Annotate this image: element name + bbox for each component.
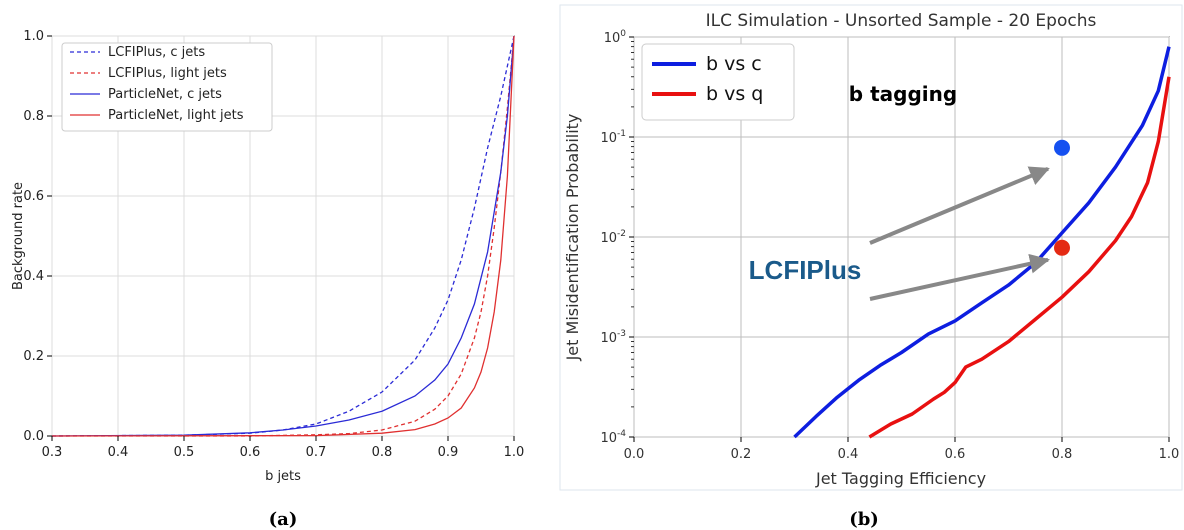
chart-b-lcfiplus-marker-2 <box>1054 239 1070 256</box>
chart-a-x-tick-label: 0.5 <box>174 445 195 460</box>
chart-b-grid <box>633 36 1170 438</box>
chart-a-x-tick-label: 0.7 <box>306 445 327 460</box>
chart-a-y-tick-label: 0.4 <box>23 269 44 284</box>
chart-b-series-line-1 <box>793 46 1171 439</box>
chart-a-y-tick-label: 0.2 <box>23 349 44 364</box>
chart-b-y-tick-label: 10-2 <box>600 229 626 246</box>
chart-a-legend: LCFIPlus, c jets LCFIPlus, light jets Part… <box>61 42 273 132</box>
chart-a-x-tick-label: 1.0 <box>504 445 525 460</box>
chart-b-title: ILC Simulation - Unsorted Sample - 20 Ep… <box>706 11 1097 31</box>
chart-a-x-tick-label: 0.8 <box>372 445 393 460</box>
chart-b-x-tick-label: 1.0 <box>1159 447 1180 462</box>
chart-b-y-tick-label: 10-4 <box>600 429 626 446</box>
chart-a: 0.3 0.4 0.5 0.6 0.7 0.8 0.9 1.0 0.0 0.2 0.4 0.6 0.8 1… <box>11 29 524 530</box>
chart-b-arrows <box>869 166 1050 301</box>
chart-b-x-tick-label: 0.4 <box>838 447 859 462</box>
chart-a-y-tick-label: 1.0 <box>23 29 44 44</box>
chart-a-x-tick-label: 0.9 <box>438 445 459 460</box>
chart-a-x-tick-label: 0.4 <box>108 445 129 460</box>
chart-a-x-axis-label: b jets <box>265 469 301 484</box>
chart-b-series-line-2 <box>868 76 1171 439</box>
chart-b-arrow-1 <box>869 166 1050 245</box>
chart-b-legend-label-1: b vs c <box>706 53 762 75</box>
chart-b-lcfiplus-marker-1 <box>1054 139 1070 156</box>
chart-b-x-tick-label: 0.6 <box>945 447 966 462</box>
chart-a-ticks: 0.3 0.4 0.5 0.6 0.7 0.8 0.9 1.0 0.0 0.2 0.4 0.6 0.8 1… <box>23 29 524 460</box>
chart-a-y-tick-label: 0.6 <box>23 189 44 204</box>
chart-a-legend-frame <box>61 42 273 132</box>
chart-b-annotation: b tagging <box>849 82 957 106</box>
chart-b: ILC Simulation - Unsorted Sample - 20 Ep… <box>559 4 1183 530</box>
chart-b-y-tick-label: 100 <box>604 29 627 46</box>
chart-a-x-tick-label: 0.6 <box>240 445 261 460</box>
chart-a-series-line-3 <box>51 35 515 437</box>
lcfiplus-label: LCFIPlus <box>749 255 862 285</box>
chart-b-legend-label-2: b vs q <box>706 83 763 105</box>
chart-b-legend: b vs c b vs q <box>641 43 795 121</box>
chart-b-x-axis-label: Jet Tagging Efficiency <box>815 469 986 488</box>
chart-b-x-tick-label: 0.8 <box>1052 447 1073 462</box>
chart-b-ticks: 0.0 0.2 0.4 0.6 0.8 1.0 10-4 10-3 10-2 10-1 100 <box>600 29 1179 462</box>
caption-b: (b) <box>849 509 879 530</box>
caption-a: (a) <box>269 509 298 530</box>
chart-a-legend-label-3: ParticleNet, c jets <box>108 87 222 102</box>
chart-a-y-tick-label: 0.0 <box>23 429 44 444</box>
chart-a-y-axis-label: Background rate <box>11 182 26 290</box>
chart-b-lines <box>793 46 1171 439</box>
chart-a-legend-label-2: LCFIPlus, light jets <box>108 66 227 81</box>
chart-a-series-line-4 <box>51 35 515 437</box>
chart-b-y-axis-label: Jet Misidentification Probability <box>563 114 582 362</box>
chart-a-y-tick-label: 0.8 <box>23 109 44 124</box>
chart-b-x-tick-label: 0.2 <box>731 447 752 462</box>
chart-b-arrow-2 <box>869 253 1050 301</box>
chart-a-series-line-2 <box>52 35 515 437</box>
chart-a-lines <box>51 35 515 437</box>
chart-a-x-tick-label: 0.3 <box>42 445 63 460</box>
chart-b-x-tick-label: 0.0 <box>624 447 645 462</box>
chart-a-legend-label-4: ParticleNet, light jets <box>108 108 244 123</box>
chart-b-y-tick-label: 10-1 <box>600 129 626 146</box>
chart-a-series-line-1 <box>51 35 515 437</box>
chart-a-legend-label-1: LCFIPlus, c jets <box>108 45 205 60</box>
chart-b-y-tick-label: 10-3 <box>600 329 626 346</box>
